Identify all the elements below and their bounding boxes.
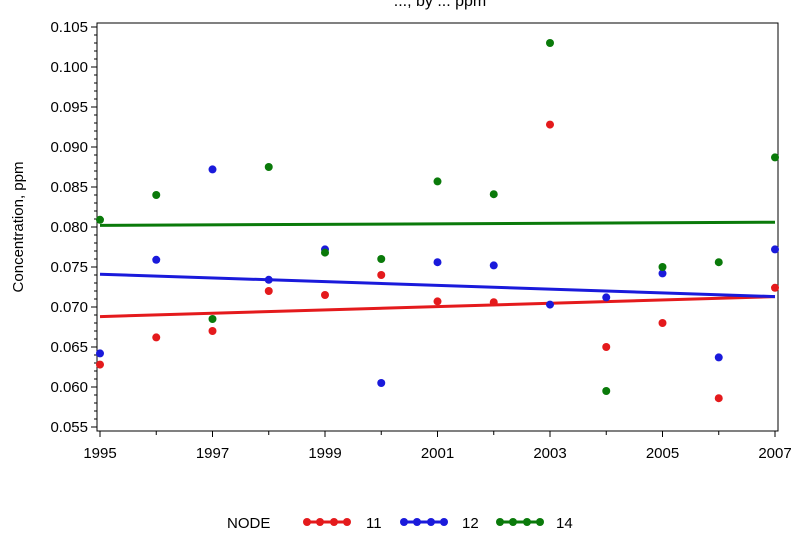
legend-title: NODE [227,515,270,532]
data-point-node-11 [546,120,554,129]
trend-line-node-14 [99,220,776,227]
data-point-node-14 [602,387,611,395]
legend-swatch-marker-12 [440,518,448,526]
data-point-node-14 [714,258,723,267]
data-point-node-14 [264,163,273,171]
legend-swatch-marker-14 [523,518,531,526]
y-tick-label: 0.055 [50,419,88,436]
legend-label-12: 12 [462,515,479,532]
data-point-node-14 [546,39,554,47]
y-tick-label: 0.105 [50,19,88,36]
data-point-node-12 [152,255,161,264]
y-tick-label: 0.065 [50,339,88,356]
data-point-node-11 [714,394,723,403]
legend-swatch-marker-11 [303,518,311,526]
x-tick-label: 2001 [421,445,454,462]
y-tick-label: 0.070 [50,299,88,316]
y-tick-label: 0.060 [50,379,88,396]
data-point-node-12 [208,165,217,174]
data-point-node-11 [96,360,104,369]
data-point-node-11 [658,319,667,327]
legend-swatch-marker-14 [536,518,544,526]
y-axis-title: Concentration, ppm [10,162,27,293]
trend-lines [99,220,776,319]
data-point-node-12 [377,379,386,387]
data-point-node-14 [152,191,161,199]
data-point-node-11 [771,283,779,292]
legend: NODE 11 12 14 [227,515,573,532]
data-point-node-14 [433,177,442,186]
data-point-node-12 [433,258,442,267]
legend-swatch-marker-12 [400,518,408,526]
x-tick-label: 2003 [533,445,566,462]
y-tick-label: 0.085 [50,179,88,196]
data-point-node-14 [771,153,779,162]
legend-swatch-marker-11 [330,518,338,526]
x-tick-label: 1999 [308,445,341,462]
x-tick-label: 1997 [196,445,229,462]
data-point-node-12 [546,300,554,309]
y-axis: 0.055 0.060 0.065 0.070 0.075 0.080 0.085 0.090… [50,19,97,436]
data-point-node-11 [377,271,386,279]
data-point-node-11 [489,298,498,307]
data-point-node-12 [489,261,498,270]
data-point-node-14 [321,248,329,257]
trend-line-node-11 [99,295,776,319]
x-tick-label: 1995 [83,445,116,462]
data-point-node-12 [264,275,273,284]
legend-swatch-marker-12 [413,518,421,526]
data-point-node-12 [714,353,723,362]
data-point-node-12 [602,293,611,302]
data-point-node-11 [264,287,273,295]
trend-line-node-12 [99,272,776,299]
x-tick-label: 2005 [646,445,679,462]
data-point-node-14 [377,255,386,263]
plot-area-frame [96,22,779,432]
data-point-node-14 [208,315,217,323]
y-tick-label: 0.080 [50,219,88,236]
data-point-node-12 [771,245,779,254]
data-point-node-11 [602,343,611,351]
legend-swatch-marker-14 [496,518,504,526]
legend-label-11: 11 [366,515,382,532]
y-tick-label: 0.090 [50,139,88,156]
legend-swatch-marker-11 [316,518,324,526]
y-tick-label: 0.075 [50,259,88,276]
data-point-node-14 [96,215,104,224]
chart-title: ..., by ... ppm [394,0,486,10]
legend-swatch-marker-12 [427,518,435,526]
data-point-node-14 [489,190,498,199]
x-axis: 1995 1997 1999 2001 2003 2005 2007 [83,431,792,462]
data-point-node-12 [658,269,667,278]
legend-swatch-marker-14 [509,518,517,526]
y-tick-label: 0.095 [50,99,88,116]
data-point-node-11 [152,333,161,342]
y-tick-label: 0.100 [50,59,88,76]
legend-swatch-marker-11 [343,518,351,526]
data-point-node-11 [321,291,329,299]
data-point-node-11 [208,327,217,335]
data-point-node-11 [433,297,442,306]
legend-label-14: 14 [556,515,573,532]
data-point-node-14 [658,263,667,271]
data-points [96,39,779,403]
x-tick-label: 2007 [758,445,791,462]
data-point-node-12 [96,349,104,358]
